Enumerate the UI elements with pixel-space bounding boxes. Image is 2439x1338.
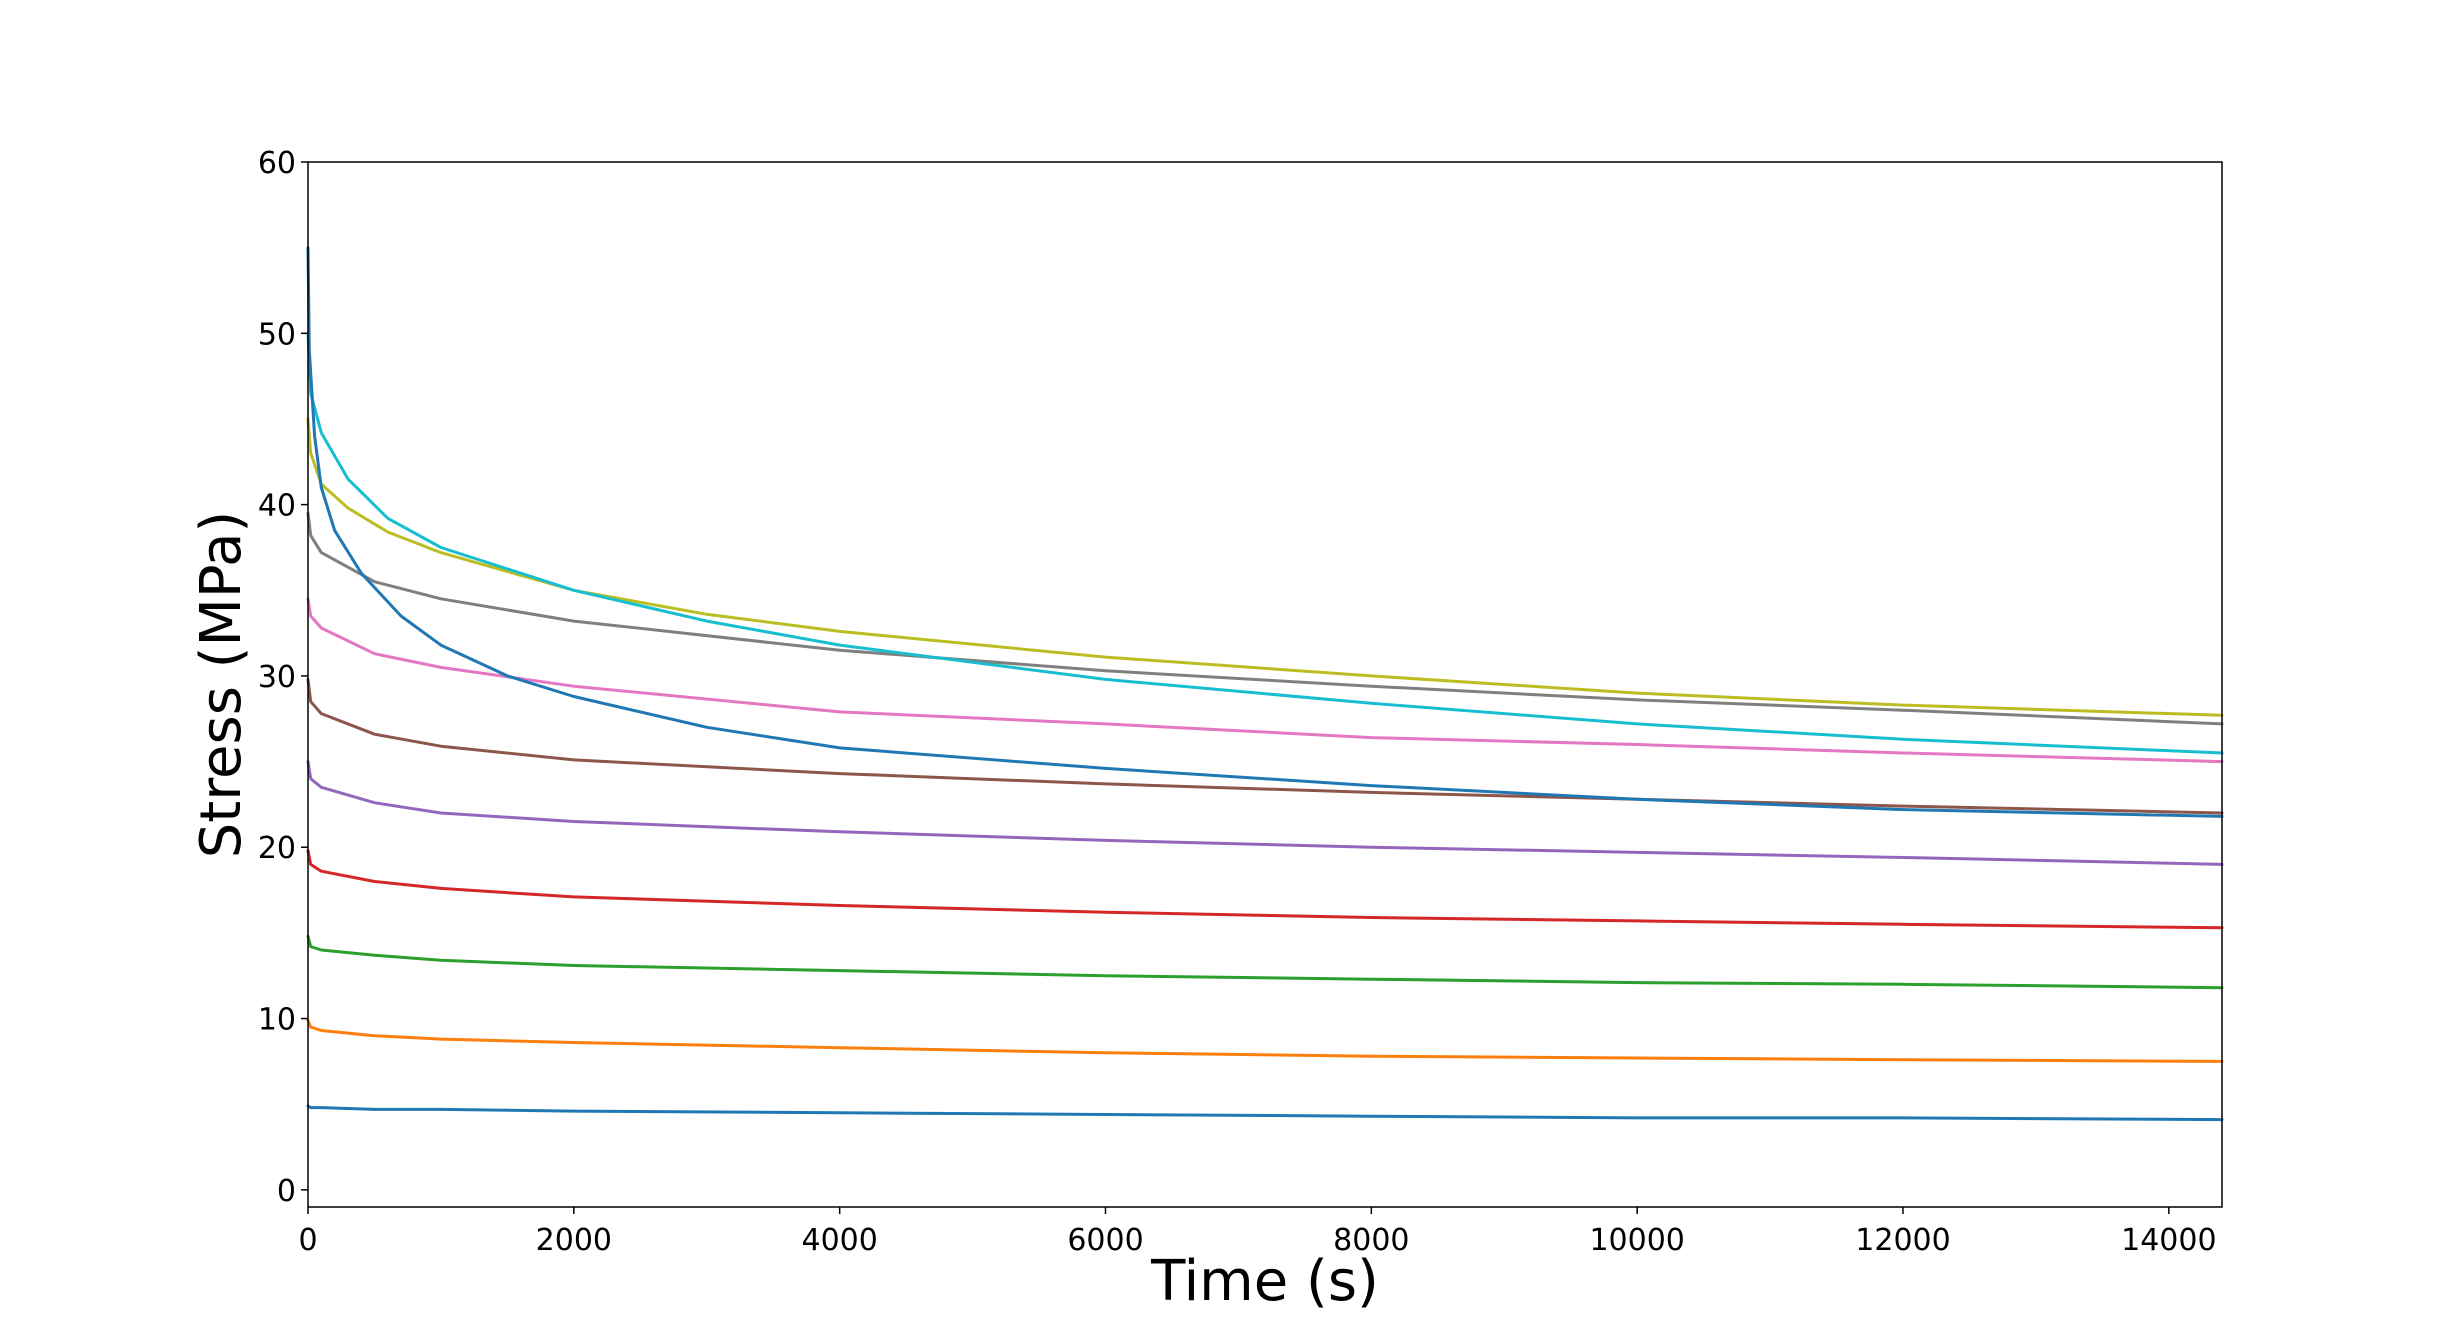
y-tick-label: 50 <box>258 317 296 352</box>
x-tick-label: 4000 <box>801 1223 877 1258</box>
x-tick-label: 14000 <box>2121 1223 2216 1258</box>
x-tick-label: 6000 <box>1067 1223 1143 1258</box>
x-tick-label: 10000 <box>1589 1223 1684 1258</box>
series-layer <box>306 246 2224 1122</box>
series-line-6 <box>306 677 2224 815</box>
x-tick-label: 0 <box>298 1223 317 1258</box>
plot-frame <box>307 161 2223 1208</box>
series-line-4 <box>306 849 2224 930</box>
series-line-5 <box>306 760 2224 866</box>
series-line-9 <box>306 417 2224 717</box>
y-tick-label: 0 <box>277 1174 296 1209</box>
y-axis-ticks: 0 10 20 30 40 50 60 <box>258 146 308 1209</box>
x-axis-title: Time (s) <box>1150 1249 1379 1314</box>
x-tick-label: 2000 <box>536 1223 612 1258</box>
series-line-10 <box>306 331 2224 755</box>
series-line-3 <box>306 934 2224 990</box>
series-line-8 <box>306 511 2224 726</box>
series-line-2 <box>306 1018 2224 1063</box>
y-tick-label: 20 <box>258 831 296 866</box>
series-line-7 <box>306 597 2224 764</box>
series-line-11 <box>306 246 2224 818</box>
series-line-1 <box>306 1104 2224 1122</box>
x-tick-label: 8000 <box>1333 1223 1409 1258</box>
x-tick-label: 12000 <box>1855 1223 1950 1258</box>
y-tick-label: 10 <box>258 1003 296 1038</box>
y-tick-label: 30 <box>258 660 296 695</box>
y-tick-label: 60 <box>258 146 296 181</box>
x-axis-ticks: 0 2000 4000 6000 8000 10000 12000 14000 <box>298 1207 2217 1258</box>
y-tick-label: 40 <box>258 489 296 524</box>
y-axis-title: Stress (MPa) <box>189 511 254 858</box>
